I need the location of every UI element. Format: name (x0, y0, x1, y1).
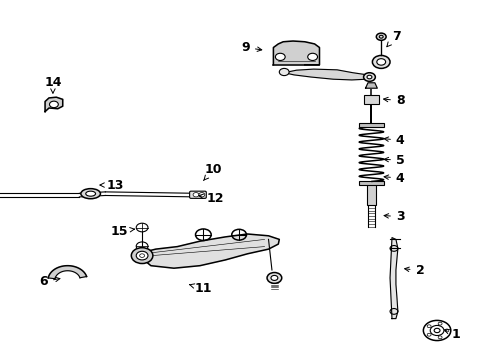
Circle shape (364, 73, 375, 81)
Circle shape (275, 53, 285, 60)
Ellipse shape (81, 189, 100, 199)
Bar (359, 123, 384, 127)
Text: 11: 11 (190, 282, 213, 295)
Circle shape (49, 101, 58, 108)
Bar (367, 184, 376, 205)
Circle shape (279, 68, 289, 76)
Circle shape (193, 193, 199, 197)
Text: 4: 4 (384, 172, 405, 185)
Text: 12: 12 (199, 192, 224, 204)
Circle shape (131, 248, 153, 264)
Polygon shape (141, 234, 279, 268)
Text: 15: 15 (111, 225, 134, 238)
Bar (359, 181, 384, 185)
Bar (364, 95, 379, 104)
Text: 7: 7 (387, 30, 401, 47)
Polygon shape (284, 69, 370, 80)
Text: 2: 2 (405, 264, 424, 277)
Circle shape (267, 273, 282, 283)
Circle shape (376, 33, 386, 40)
Circle shape (434, 328, 440, 333)
Ellipse shape (86, 191, 96, 196)
Text: 3: 3 (384, 210, 405, 223)
Polygon shape (273, 41, 319, 65)
Polygon shape (48, 266, 87, 279)
Text: 1: 1 (444, 328, 461, 341)
Circle shape (136, 251, 148, 260)
Circle shape (367, 75, 372, 79)
Circle shape (377, 59, 386, 65)
Circle shape (199, 193, 205, 197)
Circle shape (308, 53, 318, 60)
Polygon shape (390, 238, 398, 319)
FancyBboxPatch shape (190, 191, 206, 198)
Text: 14: 14 (44, 76, 62, 93)
Text: 4: 4 (384, 134, 405, 147)
Text: 13: 13 (100, 179, 124, 192)
Text: 10: 10 (203, 163, 222, 181)
Polygon shape (45, 97, 63, 112)
Circle shape (372, 55, 390, 68)
Text: 9: 9 (241, 41, 262, 54)
Circle shape (271, 275, 278, 280)
Text: 5: 5 (384, 154, 405, 167)
Text: 6: 6 (39, 275, 60, 288)
Text: 8: 8 (384, 94, 405, 107)
Polygon shape (366, 83, 377, 88)
